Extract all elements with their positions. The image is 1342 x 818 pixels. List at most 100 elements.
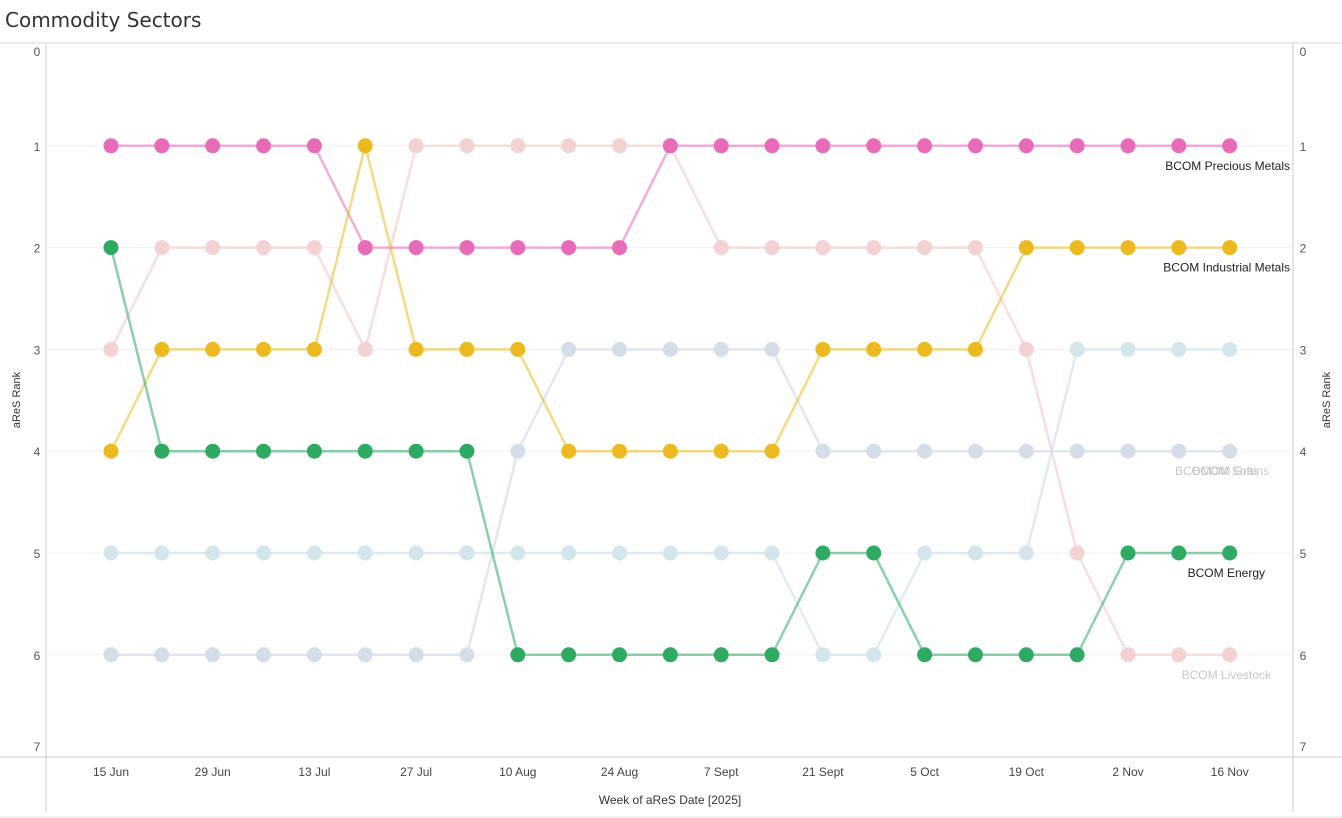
y-tick-label-right: 7 xyxy=(1300,740,1307,754)
data-point xyxy=(357,138,373,154)
y-tick-label-right: 5 xyxy=(1300,547,1307,561)
data-point xyxy=(256,443,272,459)
x-tick-label: 13 Jul xyxy=(298,765,330,779)
data-point xyxy=(866,341,882,357)
data-point xyxy=(154,443,170,459)
data-point xyxy=(815,138,831,154)
data-point xyxy=(459,443,475,459)
data-point xyxy=(917,545,933,561)
data-point xyxy=(917,138,933,154)
data-point xyxy=(510,647,526,663)
data-point xyxy=(154,240,170,256)
data-point xyxy=(306,341,322,357)
y-tick-label-left: 3 xyxy=(34,343,41,357)
data-point xyxy=(1018,443,1034,459)
data-point xyxy=(306,138,322,154)
data-point xyxy=(1222,647,1238,663)
data-point xyxy=(103,443,119,459)
series-line xyxy=(111,144,1230,249)
data-point xyxy=(866,545,882,561)
x-tick-label: 24 Aug xyxy=(601,765,638,779)
data-point xyxy=(713,647,729,663)
data-point xyxy=(1120,443,1136,459)
data-point xyxy=(256,341,272,357)
data-point xyxy=(866,647,882,663)
y-tick-label-left: 2 xyxy=(34,242,41,256)
data-point xyxy=(103,138,119,154)
data-point xyxy=(1069,138,1085,154)
y-tick-label-left: 5 xyxy=(34,547,41,561)
x-tick-label: 19 Oct xyxy=(1009,765,1045,779)
data-point xyxy=(306,443,322,459)
data-point xyxy=(917,647,933,663)
end-label: BCOM Livestock xyxy=(1182,668,1272,682)
end-label: BCOMOM Grains xyxy=(1175,464,1269,478)
data-point xyxy=(713,138,729,154)
data-point xyxy=(764,341,780,357)
data-point xyxy=(866,443,882,459)
y-tick-label-left: 1 xyxy=(34,140,41,154)
data-point xyxy=(764,647,780,663)
data-point xyxy=(967,443,983,459)
data-point xyxy=(561,647,577,663)
data-point xyxy=(612,545,627,561)
data-point xyxy=(764,240,780,256)
data-point xyxy=(306,647,322,663)
data-point xyxy=(1222,341,1238,357)
data-point xyxy=(459,138,475,154)
data-point xyxy=(1171,545,1187,561)
data-point xyxy=(815,240,831,256)
data-point xyxy=(1222,138,1238,154)
data-point xyxy=(205,443,221,459)
data-point xyxy=(357,545,373,561)
series-bcom-livestock xyxy=(103,138,1238,663)
data-point xyxy=(256,545,272,561)
data-point xyxy=(1120,647,1136,663)
data-point xyxy=(1222,240,1238,256)
data-point xyxy=(561,138,577,154)
end-label: BCOM Softs xyxy=(1192,464,1259,478)
end-label: BCOM Industrial Metals xyxy=(1163,261,1290,275)
data-point xyxy=(459,545,475,561)
data-point xyxy=(917,443,933,459)
y-tick-label-left: 7 xyxy=(34,740,41,754)
data-point xyxy=(1222,545,1238,561)
data-point xyxy=(1120,545,1136,561)
data-point xyxy=(1171,138,1187,154)
x-tick-label: 10 Aug xyxy=(499,765,536,779)
chart-title: Commodity Sectors xyxy=(5,8,202,32)
series-line xyxy=(111,348,1230,657)
series-bcom-energy xyxy=(103,240,1238,663)
data-point xyxy=(967,647,983,663)
y-tick-label-right: 2 xyxy=(1300,242,1307,256)
data-point xyxy=(256,138,272,154)
data-point xyxy=(917,240,933,256)
data-point xyxy=(103,240,119,256)
x-tick-label: 16 Nov xyxy=(1211,765,1249,779)
data-point xyxy=(1069,545,1085,561)
y-tick-label-right: 4 xyxy=(1300,445,1307,459)
data-point xyxy=(764,443,780,459)
data-point xyxy=(1171,341,1187,357)
data-point xyxy=(510,545,526,561)
x-tick-label: 5 Oct xyxy=(910,765,939,779)
data-point xyxy=(815,443,831,459)
data-point xyxy=(408,545,424,561)
data-point xyxy=(1171,647,1187,663)
data-point xyxy=(612,341,627,357)
data-point xyxy=(1018,240,1034,256)
data-point xyxy=(764,545,780,561)
data-point xyxy=(662,647,678,663)
y-tick-label-right: 3 xyxy=(1300,343,1307,357)
data-point xyxy=(205,138,221,154)
data-point xyxy=(154,138,170,154)
data-point xyxy=(205,647,221,663)
data-point xyxy=(1069,341,1085,357)
data-point xyxy=(662,138,678,154)
data-point xyxy=(1069,443,1085,459)
data-point xyxy=(510,443,526,459)
series-bcom-softs xyxy=(103,341,1238,663)
end-label: BCOM Precious Metals xyxy=(1165,159,1290,173)
data-point xyxy=(917,341,933,357)
